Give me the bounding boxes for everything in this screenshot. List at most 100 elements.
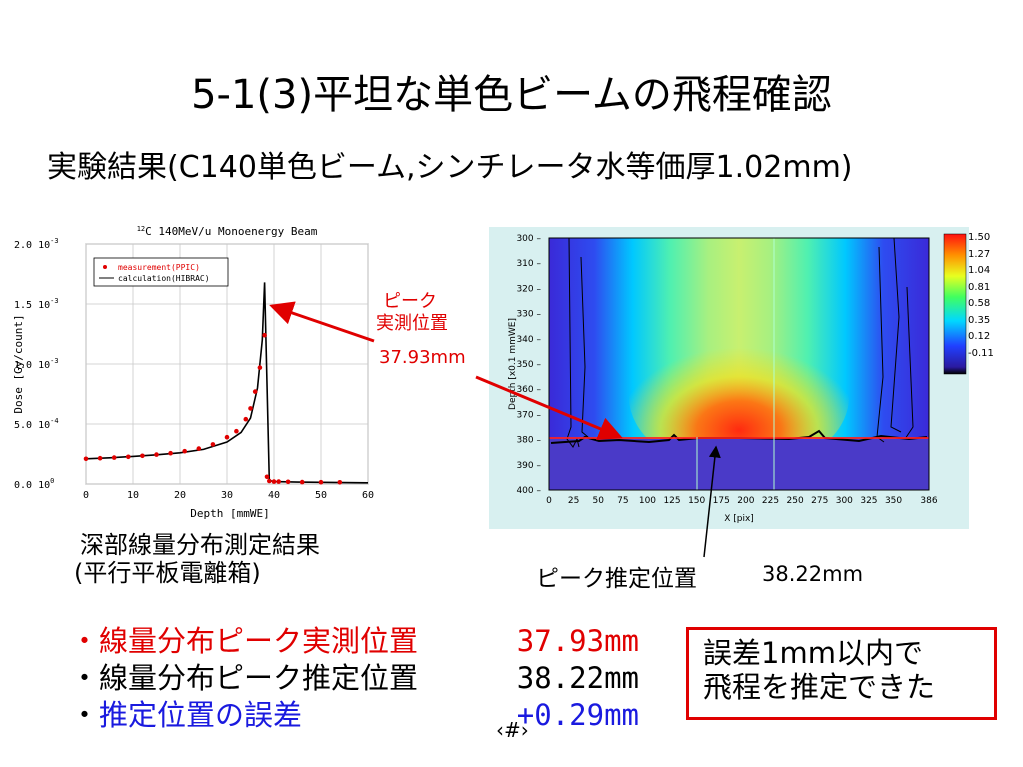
measurement-point bbox=[224, 434, 230, 440]
heatmap-y-tick: 300 – bbox=[516, 234, 541, 244]
x-tick-label: 50 bbox=[315, 490, 327, 501]
colorbar-label: 1.04 bbox=[968, 265, 991, 276]
y-tick-label: 5.0 10-4 bbox=[14, 417, 59, 431]
measurement-point bbox=[196, 446, 202, 451]
heatmap-y-tick: 330 – bbox=[516, 310, 541, 320]
x-axis-label: Depth [mmWE] bbox=[190, 507, 269, 520]
heatmap-y-tick: 370 – bbox=[516, 410, 541, 420]
colorbar-label: 0.12 bbox=[968, 331, 991, 342]
heatmap-x-tick: 0 bbox=[546, 496, 552, 506]
chart-title-superscript: 12 bbox=[137, 225, 145, 233]
result-row-measured: ・線量分布ピーク実測位置 37.93mm bbox=[70, 624, 640, 658]
heatmap-x-tick: 386 bbox=[920, 496, 937, 506]
heatmap-x-tick: 350 bbox=[885, 496, 902, 506]
measurement-point bbox=[97, 455, 103, 461]
colorbar-label: -0.11 bbox=[968, 347, 994, 359]
beam-heatmap-figure: 300 – 310 – 320 – 330 – 340 – 350 – 360 – 370 –… bbox=[489, 227, 969, 529]
measurement-point bbox=[182, 448, 187, 454]
heatmap-x-tick: 225 bbox=[762, 496, 779, 506]
y-tick-labels: 0.0 100 5.0 10-4 1.0 10-3 1.5 10-3 2.0 10-3 bbox=[14, 237, 59, 491]
results-list: ・線量分布ピーク実測位置 37.93mm ・線量分布ピーク推定位置 38.22mm … bbox=[70, 618, 640, 732]
heatmap-y-tick: 310 – bbox=[516, 259, 541, 269]
heatmap-x-tick: 175 bbox=[713, 496, 730, 506]
heatmap-y-axis-label: Depth [x0.1 mmWE] bbox=[508, 318, 518, 410]
measurement-series-points bbox=[83, 332, 343, 485]
heatmap-x-tick: 250 bbox=[787, 496, 804, 506]
slide-title: 5-1(3)平坦な単色ビームの飛程確認 bbox=[191, 72, 832, 118]
peak-measured-label-line2: 実測位置 bbox=[376, 313, 448, 334]
x-tick-label: 0 bbox=[83, 490, 89, 501]
heatmap-x-tick: 125 bbox=[663, 496, 680, 506]
measurement-point bbox=[276, 479, 282, 484]
colorbar bbox=[943, 233, 967, 375]
legend: measurement(PPIC) calculation(HIBRAC) bbox=[93, 257, 229, 287]
measurement-point bbox=[154, 452, 159, 457]
x-tick-label: 40 bbox=[268, 490, 280, 501]
x-tick-labels: 0 10 20 30 40 50 60 bbox=[83, 490, 374, 501]
y-tick-label: 1.5 10-3 bbox=[14, 297, 59, 311]
measurement-point bbox=[83, 456, 89, 462]
result-row-error: ・推定位置の誤差 +0.29mm bbox=[70, 698, 640, 732]
measurement-point bbox=[111, 455, 117, 460]
y-tick-label: 2.0 10-3 bbox=[14, 237, 59, 251]
heatmap-x-tick: 200 bbox=[737, 496, 754, 506]
left-chart-caption-line2: (平行平板電離箱) bbox=[74, 559, 261, 587]
legend-measurement-marker bbox=[103, 265, 107, 269]
measurement-point bbox=[267, 478, 272, 484]
measurement-point bbox=[252, 389, 258, 394]
measurement-point bbox=[248, 406, 253, 411]
measurement-point bbox=[271, 479, 277, 484]
measurement-point bbox=[168, 450, 173, 456]
heatmap-x-tick-labels: 0 25 50 75 100 125 150 175 200 225 250 275 300 325 350… bbox=[546, 496, 938, 506]
conclusion-box: 誤差1mm以内で 飛程を推定できた bbox=[686, 627, 997, 720]
colorbar-label: 0.35 bbox=[968, 314, 991, 326]
measurement-point bbox=[285, 479, 291, 485]
measurement-point bbox=[299, 479, 305, 485]
conclusion-line2: 飛程を推定できた bbox=[703, 670, 936, 704]
depth-dose-chart: 12C 140MeV/u Monoenergy Beam 0.0 100 5.0 … bbox=[12, 225, 374, 520]
slide-number: ‹#› bbox=[496, 718, 529, 742]
colorbar-label: 0.81 bbox=[968, 281, 991, 293]
peak-measured-label-line1: ピーク bbox=[383, 291, 437, 312]
heatmap-x-tick: 150 bbox=[688, 496, 705, 506]
x-tick-label: 10 bbox=[127, 490, 139, 501]
measurement-point bbox=[262, 332, 267, 338]
peak-estimated-label: ピーク推定位置 bbox=[536, 566, 697, 592]
result-row-estimated: ・線量分布ピーク推定位置 38.22mm bbox=[70, 661, 640, 695]
peak-estimated-value: 38.22mm bbox=[762, 562, 864, 586]
colorbar-label: 1.27 bbox=[968, 248, 991, 260]
left-chart-caption-line1: 深部線量分布測定結果 bbox=[80, 531, 320, 559]
legend-calculation-label: calculation(HIBRAC) bbox=[118, 274, 210, 283]
post-peak-region bbox=[549, 439, 929, 490]
measurement-point bbox=[337, 480, 343, 485]
heatmap-x-tick: 300 bbox=[836, 496, 853, 506]
colorbar-label: 0.58 bbox=[968, 298, 991, 309]
heatmap-x-tick: 325 bbox=[860, 496, 877, 506]
heatmap-frame bbox=[548, 237, 930, 491]
x-tick-label: 60 bbox=[362, 490, 374, 501]
y-tick-label: 1.0 10-3 bbox=[14, 357, 59, 371]
colorbar-labels: 1.50 1.27 1.04 0.81 0.58 0.35 0.12 -0.11 bbox=[968, 230, 1022, 362]
heatmap-y-tick: 400 – bbox=[516, 486, 541, 496]
heatmap-x-tick: 275 bbox=[811, 496, 828, 506]
slide-subtitle: 実験結果(C140単色ビーム,シンチレータ水等価厚1.02mm) bbox=[47, 150, 853, 185]
heatmap-x-tick: 25 bbox=[568, 496, 579, 506]
conclusion-line1: 誤差1mm以内で bbox=[703, 636, 923, 670]
heatmap-y-tick: 360 – bbox=[516, 385, 541, 395]
measurement-point bbox=[140, 453, 145, 459]
measurement-point bbox=[126, 454, 131, 460]
chart-title: 12C 140MeV/u Monoenergy Beam bbox=[137, 225, 318, 238]
x-tick-label: 30 bbox=[221, 490, 233, 501]
measurement-point bbox=[243, 416, 249, 422]
heatmap-y-tick: 390 – bbox=[516, 461, 541, 471]
x-tick-label: 20 bbox=[174, 490, 186, 501]
measurement-point bbox=[318, 479, 324, 485]
heatmap-y-tick: 380 – bbox=[516, 436, 541, 446]
peak-measured-value: 37.93mm bbox=[379, 347, 466, 368]
y-tick-label: 0.0 100 bbox=[14, 477, 54, 491]
measurement-point bbox=[257, 365, 263, 370]
heatmap-y-tick: 320 – bbox=[516, 284, 541, 294]
heatmap-x-tick: 75 bbox=[617, 496, 628, 506]
dose-peak-region bbox=[629, 322, 849, 472]
y-axis-label: Dose [Gy/count] bbox=[12, 314, 25, 413]
